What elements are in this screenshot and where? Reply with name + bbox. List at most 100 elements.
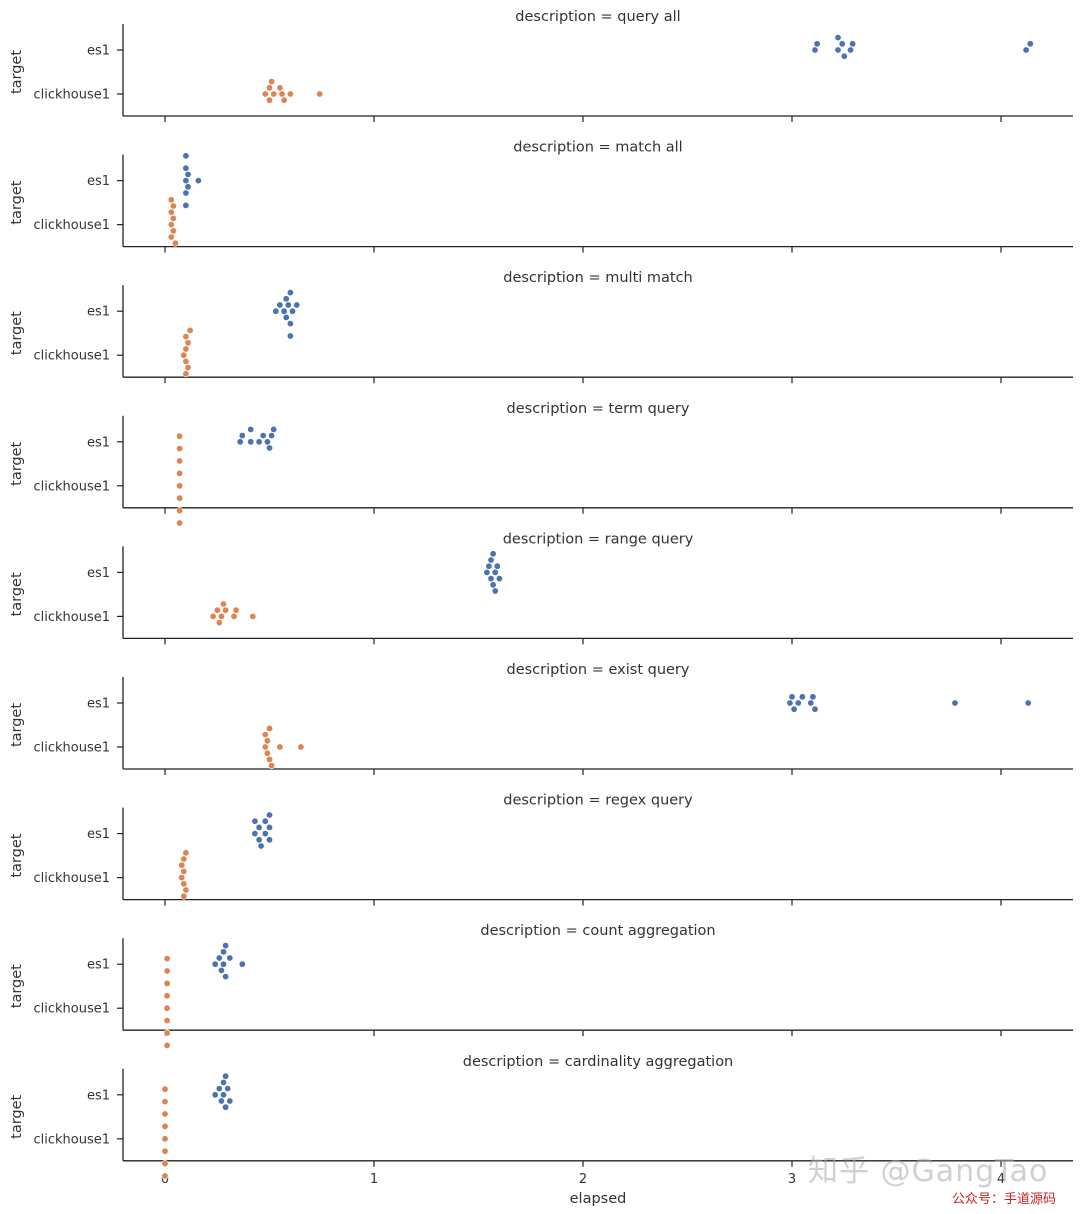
clickhouse1-point (163, 955, 171, 963)
clickhouse1-point (161, 1135, 169, 1143)
clickhouse1-point (278, 90, 286, 98)
es1-point (288, 307, 296, 315)
es1-point (247, 425, 255, 433)
es1-point (182, 189, 190, 197)
y-tick-label: es1 (87, 566, 110, 581)
y-tick-label: es1 (87, 958, 110, 973)
es1-point (849, 40, 857, 48)
clickhouse1-point (209, 612, 217, 620)
es1-point (790, 705, 798, 713)
clickhouse1-point (163, 1029, 171, 1037)
clickhouse1-point (249, 612, 257, 620)
facet-title: description = range query (503, 531, 694, 547)
clickhouse1-point (217, 612, 225, 620)
es1-point (265, 811, 273, 819)
es1-point (282, 295, 290, 303)
es1-point (846, 46, 854, 54)
clickhouse1-point (316, 90, 324, 98)
es1-point (286, 289, 294, 297)
clickhouse1-point (297, 743, 305, 751)
x-tick-label: 1 (370, 1172, 378, 1187)
es1-point (487, 575, 495, 583)
es1-point (220, 1091, 228, 1099)
es1-point (261, 817, 269, 825)
clickhouse1-point (261, 743, 269, 751)
clickhouse1-point (161, 1085, 169, 1093)
clickhouse1-point (184, 339, 192, 347)
es1-point (838, 40, 846, 48)
clickhouse1-point (286, 90, 294, 98)
facet-title: description = cardinality aggregation (463, 1054, 734, 1070)
es1-point (184, 170, 192, 178)
clickhouse1-point (232, 606, 240, 614)
es1-point (226, 1097, 234, 1105)
clickhouse1-point (180, 855, 188, 863)
es1-point (487, 556, 495, 564)
es1-point (255, 823, 263, 831)
es1-point (247, 438, 255, 446)
clickhouse1-point (176, 445, 184, 453)
es1-point (493, 562, 501, 570)
clickhouse1-point (180, 351, 188, 359)
es1-point (259, 432, 267, 440)
es1-point (798, 693, 806, 701)
clickhouse1-point (230, 612, 238, 620)
es1-point (182, 164, 190, 172)
clickhouse1-point (161, 1172, 169, 1180)
clickhouse1-point (171, 239, 179, 247)
clickhouse1-point (215, 619, 223, 627)
es1-point (211, 960, 219, 968)
clickhouse1-point (182, 370, 190, 378)
es1-point (182, 152, 190, 160)
es1-point (222, 942, 230, 950)
es1-point (491, 568, 499, 576)
clickhouse1-point (184, 364, 192, 372)
clickhouse1-point (178, 874, 186, 882)
clickhouse1-point (167, 208, 175, 216)
es1-point (1024, 699, 1032, 707)
es1-point (491, 587, 499, 595)
clickhouse1-point (163, 967, 171, 975)
clickhouse1-point (161, 1098, 169, 1106)
clickhouse1-point (265, 84, 273, 92)
clickhouse1-point (163, 1041, 171, 1049)
y-axis-label: target (9, 833, 25, 877)
es1-point (485, 562, 493, 570)
clickhouse1-point (161, 1160, 169, 1168)
x-axis-label: elapsed (570, 1191, 627, 1207)
x-tick-label: 4 (997, 1172, 1005, 1187)
facet-title: description = multi match (503, 270, 693, 286)
y-tick-label: clickhouse1 (33, 479, 110, 494)
clickhouse1-point (265, 96, 273, 104)
clickhouse1-point (182, 886, 190, 894)
clickhouse1-point (161, 1147, 169, 1155)
clickhouse1-point (270, 90, 278, 98)
y-tick-label: es1 (87, 1088, 110, 1103)
clickhouse1-point (265, 724, 273, 732)
clickhouse1-point (176, 519, 184, 527)
y-tick-label: clickhouse1 (33, 741, 110, 756)
es1-point (786, 699, 794, 707)
y-axis-label: target (9, 441, 25, 485)
es1-point (194, 177, 202, 185)
es1-point (255, 438, 263, 446)
y-tick-label: clickhouse1 (33, 610, 110, 625)
es1-point (263, 438, 271, 446)
clickhouse1-point (182, 333, 190, 341)
y-tick-label: es1 (87, 44, 110, 59)
es1-point (840, 52, 848, 60)
clickhouse1-point (182, 849, 190, 857)
es1-point (807, 699, 815, 707)
x-tick-label: 2 (579, 1172, 587, 1187)
es1-point (951, 699, 959, 707)
clickhouse1-point (167, 196, 175, 204)
clickhouse1-point (163, 979, 171, 987)
facet-title: description = exist query (507, 662, 690, 678)
zhihu-watermark: 知乎 @GangTao (808, 1154, 1049, 1189)
es1-point (251, 830, 259, 838)
es1-point (182, 177, 190, 185)
y-tick-label: es1 (87, 827, 110, 842)
es1-point (265, 836, 273, 844)
es1-point (236, 438, 244, 446)
